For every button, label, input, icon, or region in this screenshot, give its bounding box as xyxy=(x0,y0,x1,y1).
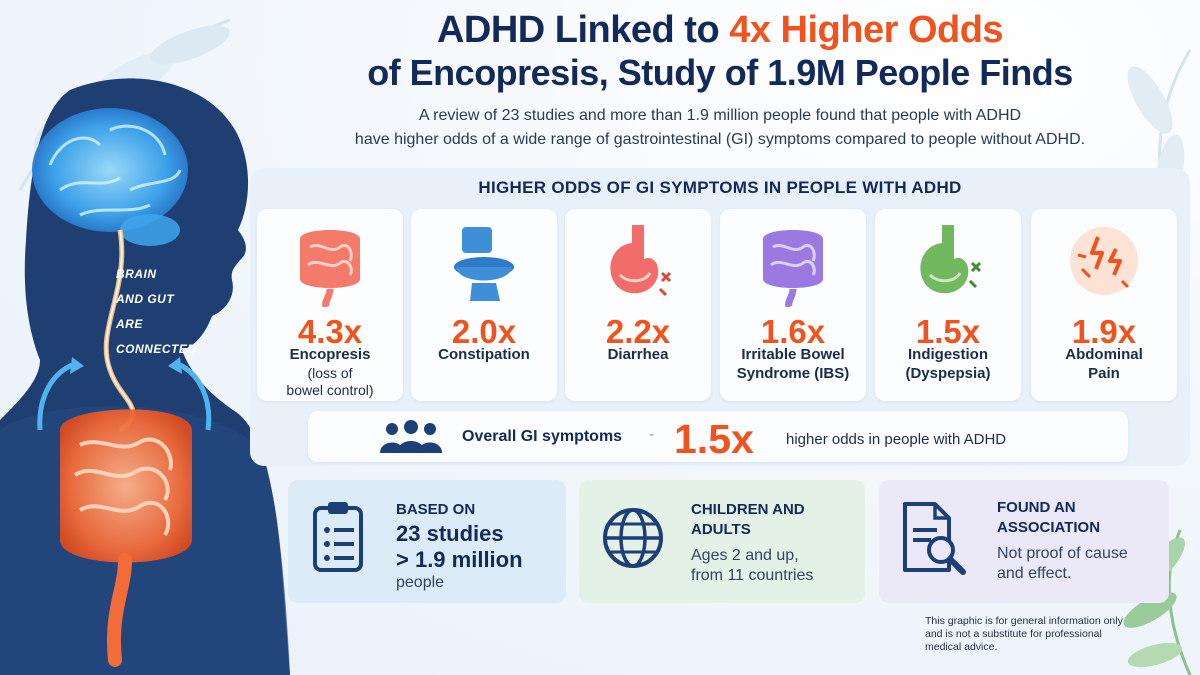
symptom-label: Irritable Bowel Syndrome (IBS) xyxy=(736,346,850,382)
intro-text: A review of 23 studies and more than 1.9… xyxy=(354,107,1086,148)
symptom-label: Encopresis xyxy=(289,346,371,363)
symptom-value: 4.3x xyxy=(297,313,363,350)
page-title: ADHD Linked to 4x Higher Odds of Encopre… xyxy=(250,8,1190,94)
symptom-card-indigestion: 1.5x Indigestion (Dyspepsia) xyxy=(875,209,1021,401)
symptom-sublabel: (loss of bowel control) xyxy=(286,365,374,398)
card-population: CHILDREN AND ADULTS Ages 2 and up, from … xyxy=(579,480,865,603)
brain-gut-label: BRAIN AND GUT ARE CONNECTED xyxy=(116,267,197,356)
card-body: Ages 2 and up, from 11 countries xyxy=(691,547,814,584)
title-line-1: ADHD Linked to 4x Higher Odds xyxy=(436,9,1004,51)
title-highlight: 4x Higher Odds xyxy=(729,9,1004,51)
child-brain-gut-illustration xyxy=(0,78,290,675)
card-body: Not proof of cause and effect. xyxy=(997,545,1128,582)
symptom-label: Indigestion (Dyspepsia) xyxy=(905,346,991,382)
symptom-card-encopresis: 4.3x Encopresis (loss of bowel control) xyxy=(257,209,403,401)
symptom-value: 1.5x xyxy=(915,313,981,350)
symptom-label: Abdominal Pain xyxy=(1065,346,1143,382)
card-association: FOUND AN ASSOCIATION Not proof of cause … xyxy=(879,480,1169,603)
intestine-icon xyxy=(763,230,823,307)
overall-label: Overall GI symptoms xyxy=(462,428,623,445)
clipboard-icon xyxy=(313,502,363,572)
intestine-icon xyxy=(300,230,360,307)
symptom-value: 2.0x xyxy=(451,313,517,350)
card-based-on: BASED ON 23 studies > 1.9 million people xyxy=(288,480,566,603)
title-line-2: of Encopresis, Study of 1.9M People Find… xyxy=(367,52,1073,93)
symptom-card-abdominal-pain: 1.9x Abdominal Pain xyxy=(1031,209,1177,401)
card-body: people xyxy=(396,574,445,591)
symptom-value: 1.6x xyxy=(760,313,826,350)
symptom-card-constipation: 2.0x Constipation xyxy=(411,209,557,401)
card-head: FOUND AN ASSOCIATION xyxy=(997,499,1101,536)
people-group-icon xyxy=(380,420,442,453)
symptom-card-diarrhea: 2.2x Diarrhea xyxy=(565,209,711,401)
stomach-icon xyxy=(920,225,982,294)
pain-burst-icon xyxy=(1070,227,1138,295)
symptom-value: 2.2x xyxy=(605,313,671,350)
overall-value: 1.5x xyxy=(674,416,754,462)
stomach-icon xyxy=(610,225,672,297)
card-head: BASED ON xyxy=(396,501,476,518)
card-head: CHILDREN AND ADULTS xyxy=(691,501,805,538)
disclaimer: This graphic is for general information … xyxy=(925,615,1123,653)
document-search-icon xyxy=(903,502,966,575)
overall-text: higher odds in people with ADHD xyxy=(786,431,1007,448)
globe-icon xyxy=(603,508,663,568)
symptom-label: Constipation xyxy=(438,346,530,363)
panel-title: HIGHER ODDS OF GI SYMPTOMS IN PEOPLE WIT… xyxy=(478,178,962,197)
symptom-value: 1.9x xyxy=(1071,313,1137,350)
toilet-icon xyxy=(454,227,514,301)
overall-gi-banner: Overall GI symptoms - 1.5x higher odds i… xyxy=(308,411,1128,462)
card-big-line-1: 23 studies xyxy=(396,521,504,546)
card-big-line-2: > 1.9 million xyxy=(396,547,523,572)
symptom-label: Diarrhea xyxy=(607,346,669,363)
overall-dash: - xyxy=(649,426,655,443)
symptom-card-ibs: 1.6x Irritable Bowel Syndrome (IBS) xyxy=(720,209,866,401)
